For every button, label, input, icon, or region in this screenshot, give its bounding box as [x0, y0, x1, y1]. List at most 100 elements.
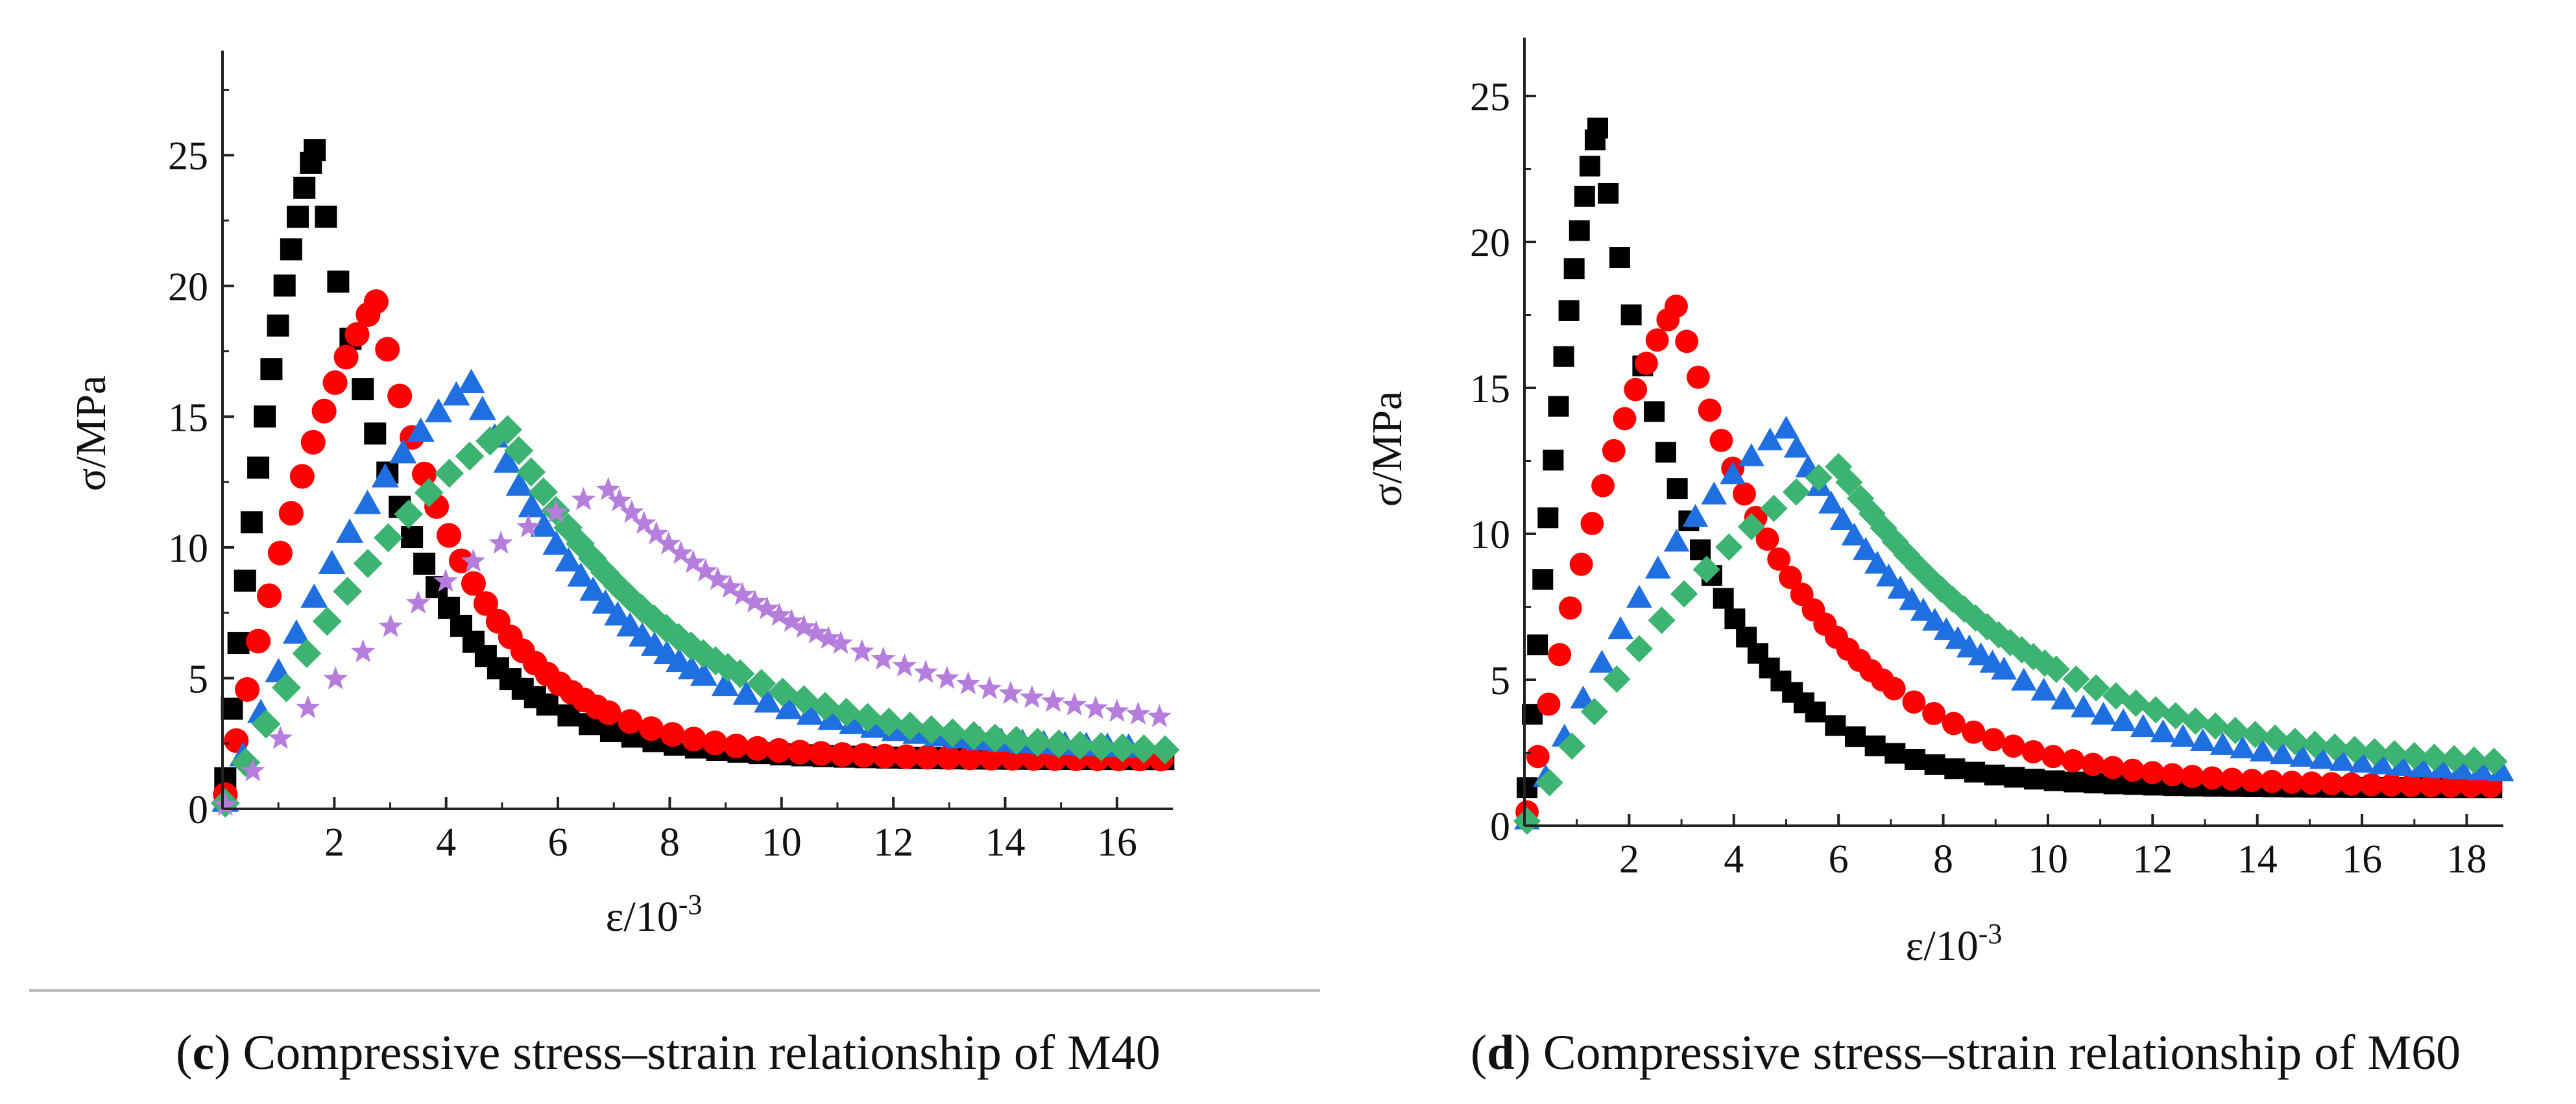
data-point — [1023, 727, 1052, 757]
data-point — [1887, 575, 1914, 599]
data-point — [251, 709, 281, 739]
data-point — [1739, 443, 1764, 466]
data-point — [853, 702, 882, 732]
data-point — [354, 489, 381, 514]
y-tick-label: 0 — [1490, 805, 1510, 849]
data-point — [2221, 767, 2244, 791]
data-point — [2130, 714, 2156, 738]
data-point — [2420, 743, 2448, 771]
y-tick-label: 25 — [1470, 75, 1510, 119]
data-point — [832, 697, 861, 727]
data-point — [2439, 774, 2463, 798]
data-point — [1773, 415, 1800, 439]
data-point — [2240, 769, 2264, 793]
data-point — [1779, 566, 1802, 590]
data-point — [292, 638, 322, 668]
data-point — [1044, 729, 1074, 759]
data-point — [2249, 738, 2276, 762]
series-diamond — [1513, 453, 2508, 835]
data-point — [1558, 596, 1582, 620]
data-point — [629, 622, 656, 647]
data-point — [333, 344, 359, 370]
data-point — [1620, 304, 1642, 326]
data-point — [293, 176, 316, 199]
y-tick-label: 5 — [1490, 659, 1510, 703]
data-point — [804, 620, 828, 643]
data-point — [2459, 774, 2483, 798]
data-point — [350, 639, 376, 663]
data-point — [2280, 771, 2304, 794]
data-point — [754, 596, 780, 619]
data-point — [473, 591, 498, 616]
data-point — [616, 612, 644, 637]
data-point — [241, 758, 265, 782]
data-point — [1755, 527, 1779, 551]
data-point — [1864, 551, 1890, 574]
data-point — [2320, 772, 2344, 796]
data-point — [2381, 740, 2409, 768]
data-point — [300, 583, 328, 608]
data-point — [488, 531, 513, 554]
data-point — [1634, 352, 1658, 376]
data-point — [300, 429, 326, 455]
data-point — [620, 499, 644, 523]
panel-c-caption-letter: c — [192, 1026, 214, 1080]
data-point — [414, 478, 444, 507]
data-point — [235, 677, 260, 702]
x-tick-label: 6 — [1829, 837, 1849, 882]
data-point — [1655, 442, 1676, 463]
data-point — [455, 441, 485, 471]
data-point — [227, 632, 250, 654]
data-point — [2141, 761, 2165, 785]
data-point — [311, 398, 337, 424]
data-point — [1125, 701, 1151, 725]
data-point — [1548, 396, 1569, 417]
data-point — [1602, 438, 1626, 462]
data-point — [1724, 608, 1746, 630]
x-tick-label: 4 — [436, 821, 456, 865]
y-tick-label: 20 — [1470, 221, 1510, 265]
data-point — [1818, 490, 1844, 514]
data-point — [874, 707, 904, 737]
data-point — [2082, 674, 2110, 702]
data-point — [256, 583, 282, 608]
y-tick-label: 15 — [168, 396, 208, 440]
data-point — [1663, 529, 1690, 552]
data-point — [2309, 746, 2335, 769]
data-point — [713, 653, 743, 682]
data-point — [2042, 655, 2070, 683]
x-tick-label: 16 — [1097, 821, 1137, 865]
data-point — [2460, 746, 2488, 774]
data-point — [1527, 634, 1548, 656]
data-point — [1105, 699, 1129, 722]
data-point — [2101, 756, 2125, 780]
data-point — [1732, 482, 1756, 506]
data-point — [717, 574, 743, 598]
series-circle — [213, 289, 1174, 808]
data-point — [1580, 697, 1608, 726]
series-diamond — [210, 415, 1180, 818]
data-point — [830, 742, 855, 767]
data-point — [1150, 735, 1180, 765]
data-point — [604, 601, 632, 626]
data-point — [2150, 719, 2176, 743]
data-point — [1757, 427, 1783, 451]
data-point — [272, 673, 301, 702]
data-point — [1899, 587, 1925, 610]
data-point — [1944, 758, 1966, 780]
data-point — [327, 270, 350, 293]
x-tick-label: 12 — [873, 821, 913, 865]
data-point — [1558, 300, 1580, 321]
y-tick-label: 20 — [168, 265, 208, 309]
data-point — [998, 680, 1023, 704]
data-point — [2419, 774, 2443, 798]
data-point — [1670, 580, 1698, 608]
data-point — [544, 499, 568, 523]
x-tick-label: 12 — [2132, 837, 2173, 882]
series-square — [1517, 117, 2503, 798]
x-tick-label: 10 — [762, 821, 802, 865]
data-point — [2448, 756, 2475, 780]
data-point — [730, 582, 755, 606]
data-point — [2090, 701, 2117, 725]
data-point — [1609, 247, 1630, 269]
